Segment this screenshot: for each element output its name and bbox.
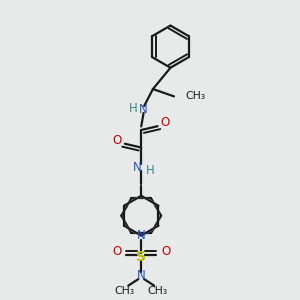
Text: N: N <box>137 229 146 242</box>
Text: O: O <box>112 134 122 147</box>
Text: H: H <box>146 164 154 177</box>
Text: N: N <box>133 160 142 174</box>
Text: N: N <box>139 103 148 116</box>
Text: O: O <box>160 116 170 130</box>
Text: CH₃: CH₃ <box>185 92 205 101</box>
Text: CH₃: CH₃ <box>148 286 168 296</box>
Text: O: O <box>112 245 121 258</box>
Text: S: S <box>136 250 146 264</box>
Text: H: H <box>129 102 137 115</box>
Text: CH₃: CH₃ <box>115 286 135 296</box>
Text: N: N <box>137 269 146 282</box>
Text: O: O <box>161 245 170 258</box>
